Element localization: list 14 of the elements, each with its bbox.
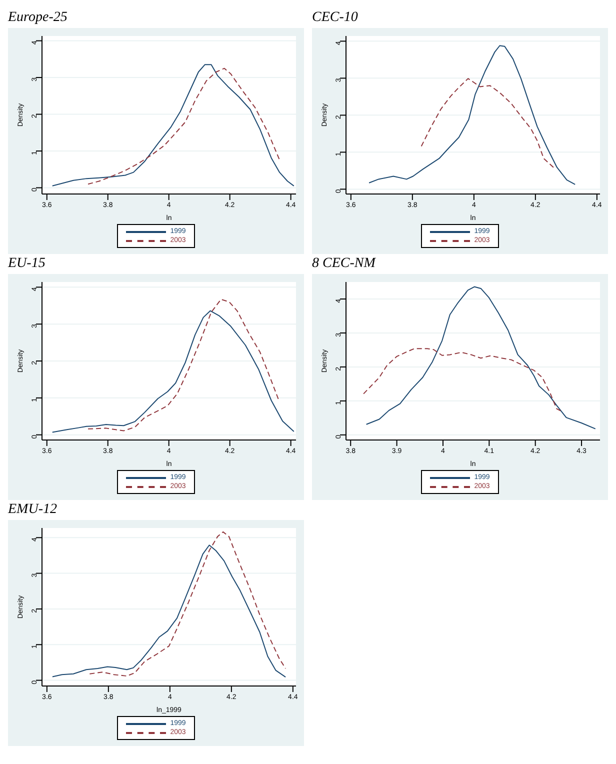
line-series — [420, 78, 556, 170]
chart-title: CEC-10 — [312, 9, 359, 27]
line-series — [52, 544, 286, 678]
chart-title: EMU-12 — [8, 501, 58, 519]
line-series — [52, 310, 294, 433]
line-series — [366, 286, 596, 430]
line-series — [52, 64, 294, 186]
line-series — [89, 531, 286, 677]
line-series — [368, 45, 576, 185]
chart-title: 8 CEC-NM — [312, 255, 377, 273]
line-series — [88, 68, 280, 185]
line-series — [88, 298, 280, 432]
chart-title: EU-15 — [8, 255, 46, 273]
chart-title: Europe-25 — [8, 9, 68, 27]
